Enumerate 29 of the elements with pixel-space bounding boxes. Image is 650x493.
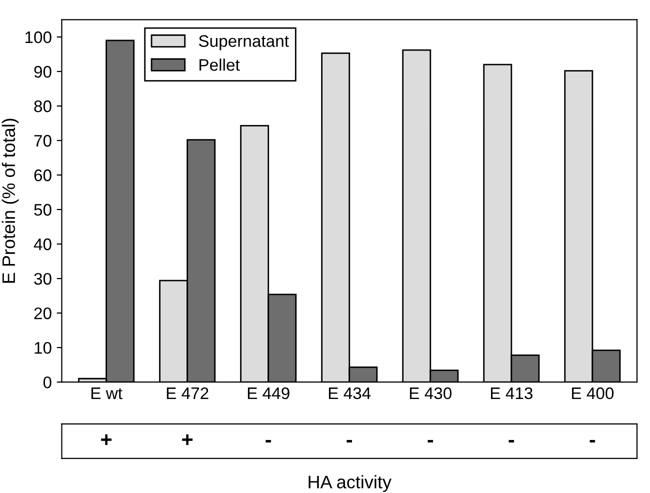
y-tick-label: 80 <box>34 100 52 112</box>
text: - <box>346 440 352 442</box>
x-tick-label: E 449 <box>248 387 290 400</box>
y-tick-label: 100 <box>25 31 52 44</box>
y-tick-label: 60 <box>34 169 52 182</box>
y-tick-label: 10 <box>34 342 52 354</box>
x-tick-label: E 430 <box>410 387 452 400</box>
x-tick-label: E 472 <box>166 387 208 400</box>
y-tick-label: 90 <box>34 66 52 78</box>
y-tick-label: 70 <box>34 134 52 147</box>
x-axis-title: HA activity <box>308 475 392 492</box>
x-tick-label: E 434 <box>328 387 371 400</box>
y-tick-label: 20 <box>34 307 52 320</box>
y-tick-label: 30 <box>34 272 52 285</box>
text: + <box>182 434 193 445</box>
text: + <box>101 434 112 445</box>
x-tick-label: E wt <box>91 388 122 400</box>
text: - <box>266 440 271 442</box>
x-tick-label: E 400 <box>572 387 614 400</box>
legend-label: Supernatant <box>198 35 289 50</box>
text: - <box>590 440 596 442</box>
legend-label: Pellet <box>200 58 240 71</box>
y-axis-title: E Protein (% of total) <box>2 118 19 283</box>
text: - <box>428 440 434 442</box>
y-tick-label: 0 <box>43 376 52 388</box>
text: - <box>508 440 514 442</box>
y-tick-label: 50 <box>34 204 52 216</box>
y-tick-label: 40 <box>34 238 52 250</box>
x-tick-label: E 413 <box>491 387 532 400</box>
